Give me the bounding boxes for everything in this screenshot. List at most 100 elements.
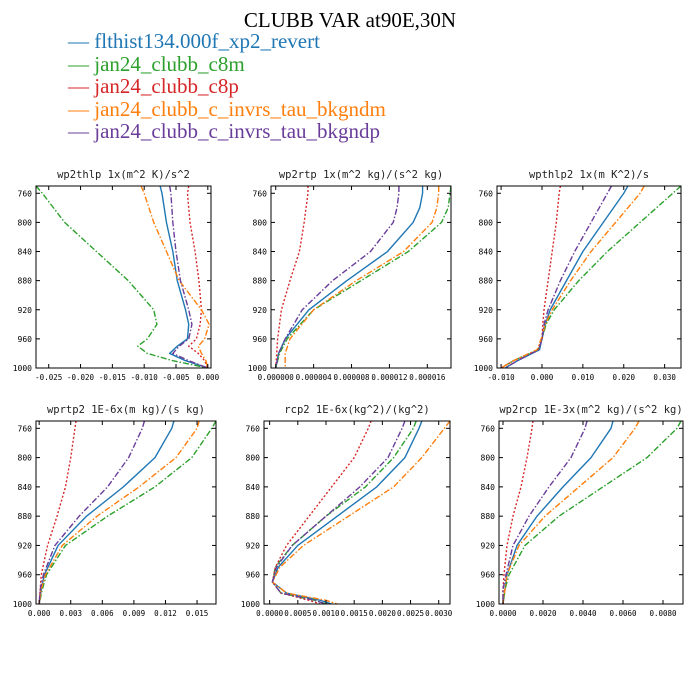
y-tick-label: 960 <box>18 571 33 580</box>
plot-frame <box>496 185 682 369</box>
series-line <box>271 421 417 604</box>
series-line <box>38 421 216 604</box>
x-tick-label: -0.020 <box>67 373 95 382</box>
series-line <box>168 186 209 368</box>
series-line <box>275 186 400 368</box>
x-tick-label: 0.000004 <box>296 373 333 382</box>
series-line <box>271 421 450 604</box>
x-tick-label: 0.0030 <box>425 609 453 618</box>
x-tick-label: 0.0080 <box>649 609 677 618</box>
x-tick-label: 0.000 <box>197 373 220 382</box>
series-line <box>271 421 423 604</box>
series-line <box>38 421 175 604</box>
legend-line-swatch: — <box>68 74 95 98</box>
series-line <box>140 186 210 368</box>
legend-item: — flthist134.000f_xp2_revert <box>68 30 386 53</box>
y-tick-label: 800 <box>253 218 268 227</box>
x-tick-label: 0.0005 <box>284 609 311 618</box>
y-tick-label: 760 <box>479 189 494 198</box>
y-tick-label: 760 <box>246 424 261 433</box>
legend: — flthist134.000f_xp2_revert — jan24_club… <box>68 30 386 143</box>
y-tick-label: 1000 <box>13 600 32 609</box>
x-tick-label: 0.0025 <box>397 609 424 618</box>
series-line <box>504 186 629 368</box>
legend-item: — jan24_clubb_c8p <box>68 75 386 98</box>
series-line <box>271 421 406 604</box>
y-tick-label: 880 <box>481 512 496 521</box>
panel-title: wp2rcp 1E-3x(m^2 kg)/(s^2 kg) <box>499 404 682 416</box>
x-tick-label: 0.0010 <box>312 609 340 618</box>
series-line <box>186 186 209 368</box>
x-tick-label: 0.000000 <box>258 373 295 382</box>
x-tick-label: 0.015 <box>186 609 209 618</box>
x-tick-label: -0.025 <box>35 373 62 382</box>
x-tick-label: 0.0000 <box>489 609 517 618</box>
x-tick-label: 0.012 <box>154 609 177 618</box>
y-tick-label: 840 <box>481 483 496 492</box>
x-tick-label: 0.000016 <box>409 373 446 382</box>
x-tick-label: 0.000008 <box>333 373 370 382</box>
y-tick-label: 1000 <box>476 600 495 609</box>
y-tick-label: 800 <box>481 454 496 463</box>
legend-item: — jan24_clubb_c_invrs_tau_bkgndp <box>68 120 386 143</box>
panel-title: wp2rtp 1x(m^2 kg)/(s^2 kg) <box>279 169 443 181</box>
x-tick-label: -0.010 <box>131 373 159 382</box>
series-line <box>500 186 562 368</box>
series-line <box>500 186 681 368</box>
series-line <box>159 186 209 368</box>
x-tick-label: 0.0020 <box>529 609 557 618</box>
y-tick-label: 880 <box>18 512 33 521</box>
series-line <box>502 421 640 604</box>
x-tick-label: 0.020 <box>612 373 635 382</box>
y-tick-label: 920 <box>481 541 496 550</box>
x-tick-label: 0.000012 <box>371 373 407 382</box>
series-line <box>502 421 588 604</box>
y-tick-label: 960 <box>479 335 494 344</box>
x-tick-label: 0.0015 <box>341 609 368 618</box>
y-tick-label: 800 <box>18 218 33 227</box>
panel-title: wpthlp2 1x(m K^2)/s <box>529 169 649 181</box>
y-tick-label: 960 <box>481 571 496 580</box>
plot-frame <box>270 185 452 369</box>
panel-title: wp2thlp 1x(m^2 K)/s^2 <box>57 169 190 181</box>
x-tick-label: -0.005 <box>162 373 189 382</box>
chart-panel: wprtp2 1E-6x(m kg)/(s kg) 760 800 840 880 920… <box>13 404 217 618</box>
y-tick-label: 760 <box>481 424 496 433</box>
x-tick-label: 0.0040 <box>569 609 597 618</box>
y-tick-label: 1000 <box>241 600 260 609</box>
x-tick-label: 0.030 <box>653 373 676 382</box>
y-tick-label: 800 <box>479 218 494 227</box>
y-tick-label: 960 <box>246 571 261 580</box>
x-tick-label: 0.000 <box>531 373 554 382</box>
series-line <box>502 421 614 604</box>
y-tick-label: 800 <box>246 454 261 463</box>
series-line <box>38 421 77 604</box>
legend-label: jan24_clubb_c_invrs_tau_bkgndp <box>94 119 381 143</box>
y-tick-label: 760 <box>253 189 268 198</box>
y-tick-label: 1000 <box>474 364 493 373</box>
plot-frame <box>263 420 451 605</box>
legend-label: flthist134.000f_xp2_revert <box>94 29 320 53</box>
series-line <box>271 421 372 604</box>
chart-panel: wp2thlp 1x(m^2 K)/s^2 760 800 840 880 920 960 1… <box>13 169 220 382</box>
panel-title: wprtp2 1E-6x(m kg)/(s kg) <box>47 404 205 416</box>
y-tick-label: 1000 <box>13 364 32 373</box>
plot-frame <box>35 420 217 605</box>
y-tick-label: 920 <box>246 541 261 550</box>
y-tick-label: 880 <box>246 512 261 521</box>
series-line <box>500 186 645 368</box>
chart-title: CLUBB VAR at90E,30N <box>243 8 457 32</box>
y-tick-label: 920 <box>18 306 33 315</box>
legend-label: jan24_clubb_c_invrs_tau_bkgndm <box>94 96 386 121</box>
series-line <box>502 421 682 604</box>
x-tick-label: 0.010 <box>572 373 595 382</box>
legend-item: — jan24_clubb_c8m <box>68 52 386 76</box>
y-tick-label: 800 <box>18 454 33 463</box>
y-tick-label: 840 <box>253 248 268 257</box>
x-tick-label: -0.010 <box>488 373 516 382</box>
y-tick-label: 880 <box>18 277 33 286</box>
legend-line-swatch: — <box>68 96 95 121</box>
series-line <box>275 186 309 368</box>
y-tick-label: 960 <box>18 335 33 344</box>
